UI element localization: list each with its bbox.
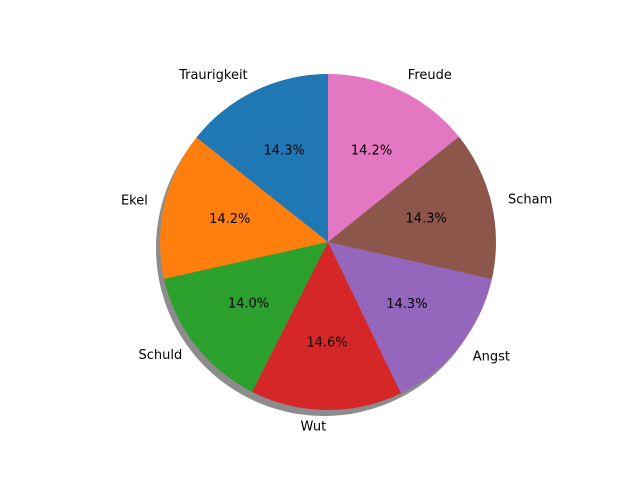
- pie-percent-label-freude: 14.2%: [351, 144, 392, 159]
- pie-category-label-wut: Wut: [301, 419, 327, 434]
- pie-percent-label-ekel: 14.2%: [209, 212, 250, 227]
- pie-slice-schuld: [164, 242, 328, 392]
- pie-slice-scham: [328, 136, 496, 279]
- pie-category-labels: Traurigkeit Ekel Schuld Wut Angst Scham Freude: [121, 68, 552, 434]
- pie-slices: [159, 74, 496, 410]
- pie-slice-freude: [328, 74, 459, 242]
- pie-category-label-freude: Freude: [408, 68, 452, 83]
- pie-category-label-traurigkeit: Traurigkeit: [178, 68, 248, 83]
- pie-percent-label-schuld: 14.0%: [228, 296, 269, 311]
- pie-percent-label-scham: 14.3%: [406, 212, 447, 227]
- pie-slice-wut: [252, 242, 402, 410]
- pie-category-label-angst: Angst: [473, 349, 510, 364]
- pie-percent-label-angst: 14.3%: [386, 297, 427, 312]
- pie-percent-labels: 14.3% 14.2% 14.0% 14.6% 14.3% 14.3% 14.2%: [209, 144, 447, 351]
- pie-category-label-schuld: Schuld: [138, 348, 182, 363]
- pie-percent-label-wut: 14.6%: [306, 335, 347, 350]
- pie-category-label-scham: Scham: [508, 193, 552, 208]
- pie-slice-ekel: [159, 137, 328, 279]
- pie-percent-label-traurigkeit: 14.3%: [264, 144, 305, 159]
- pie-slice-traurigkeit: [196, 74, 328, 242]
- pie-slice-angst: [328, 242, 492, 394]
- pie-category-label-ekel: Ekel: [121, 193, 148, 208]
